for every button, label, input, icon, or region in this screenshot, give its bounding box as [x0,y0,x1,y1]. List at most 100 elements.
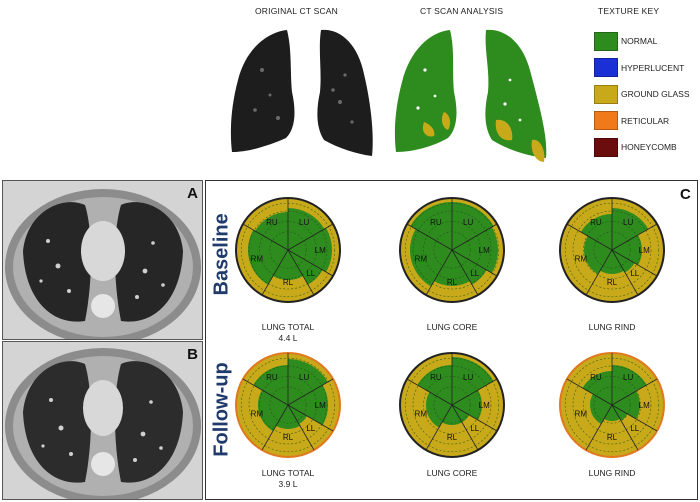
segment-divider [261,404,289,451]
caption-baseline-rind: LUNG RIND [557,322,667,333]
caption-followup-core-label: LUNG CORE [426,468,478,478]
results-panel [205,180,698,500]
segment-divider [261,249,289,296]
legend-item-ground-glass: GROUND GLASS [594,81,698,108]
segment-normal-ru [255,212,288,250]
segment-label-ru: RU [430,218,442,227]
original-ct-title: ORIGINAL CT SCAN [255,6,339,16]
ct-analysis-title: CT SCAN ANALYSIS [420,6,504,16]
legend-swatch-normal [594,31,618,51]
legend-swatch-honeycomb [594,137,618,157]
segment-label-lu: LU [299,373,309,382]
segment-label-ll: LL [306,424,315,433]
segment-normal-rl [604,405,620,422]
legend-label-ground-glass: GROUND GLASS [621,89,690,100]
diagram-followup-total: RU LU LM LL RL RM [235,352,341,458]
segment-label-ll: LL [630,424,639,433]
segment-label-lm: LM [315,246,326,255]
diagram-ring [423,376,481,434]
legend-label-hyperlucent: HYPERLUCENT [621,62,685,73]
caption-followup-core: LUNG CORE [397,468,507,479]
segment-normal-rm [410,229,452,287]
caption-baseline-total-label: LUNG TOTAL [261,322,315,332]
legend-item-normal: NORMAL [594,28,698,55]
segment-label-lu: LU [623,218,633,227]
diagram-followup-core: RU LU LM LL RL RM [399,352,505,458]
diagram-ring [248,365,328,445]
segment-divider [242,378,289,406]
caption-followup-total-label: LUNG TOTAL [261,468,315,478]
legend-swatch-hyperlucent [594,58,618,78]
segment-normal-rm [590,394,612,425]
segment-label-rl: RL [607,278,618,287]
diagram-ring [572,210,652,290]
legend-label-reticular: RETICULAR [621,115,670,126]
segment-normal-lm [612,391,640,419]
segment-label-lm: LM [315,401,326,410]
panel-label-c: C [680,186,691,203]
texture-legend: NORMAL HYPERLUCENT GROUND GLASS RETICULA… [594,28,698,161]
segment-divider [287,223,334,251]
segment-label-ll: LL [470,269,479,278]
legend-item-hyperlucent: HYPERLUCENT [594,55,698,82]
caption-followup-rind-label: LUNG RIND [588,468,636,478]
segment-divider [611,404,639,451]
segment-label-lm: LM [479,401,490,410]
caption-followup-total-volume: 3.9 L [278,479,298,489]
segment-normal-rm [584,236,612,275]
segment-label-lu: LU [463,218,473,227]
segment-normal-rm [257,390,288,431]
segment-divider [611,249,639,296]
segment-normal-ll [288,250,323,285]
segment-normal-lm [452,227,498,273]
diagram-ring [412,210,492,290]
diagram-ring [412,365,492,445]
segment-divider [585,404,613,451]
segment-normal-lm [612,235,643,265]
segment-label-rm: RM [415,254,428,263]
segment-label-rl: RL [447,433,458,442]
diagram-baseline-core: RU LU LM LL RL RM [399,197,505,303]
diagram-ring [259,221,317,279]
caption-baseline-rind-label: LUNG RIND [588,322,636,332]
segment-divider [287,249,334,277]
segment-label-rm: RM [415,409,428,418]
segment-label-ll: LL [306,269,315,278]
ct-panel-baseline: A [2,180,203,340]
segment-label-rm: RM [575,409,588,418]
segment-normal-lu [452,202,494,250]
segment-normal-rl [276,405,300,430]
segment-normal-ru [253,365,288,405]
analysis-lungs [394,29,547,162]
segment-normal-rl [442,405,462,425]
segment-divider [287,404,315,451]
texture-key-title: TEXTURE KEY [598,6,660,16]
segment-divider [287,378,334,406]
diagram-ring [248,210,328,290]
segment-label-rl: RL [447,278,458,287]
segment-normal-lu [612,365,647,405]
segment-label-rm: RM [251,254,264,263]
segment-normal-ru [417,365,452,405]
caption-baseline-core-label: LUNG CORE [426,322,478,332]
panel-label-a: A [187,185,198,202]
segment-normal-ru [580,214,612,250]
segment-label-ll: LL [630,269,639,278]
segment-divider [451,404,479,451]
segment-label-lu: LU [463,373,473,382]
segment-divider [406,378,453,406]
segment-label-rl: RL [283,433,294,442]
segment-normal-ll [612,405,628,421]
diagram-ring [423,221,481,279]
segment-divider [566,378,613,406]
legend-label-honeycomb: HONEYCOMB [621,142,677,153]
segment-divider [451,223,498,251]
segment-normal-lm [288,228,332,272]
ct-image-followup [5,348,201,499]
panel-label-b: B [187,346,198,363]
segment-normal-lu [612,208,649,250]
segment-label-lm: LM [479,246,490,255]
segment-divider [406,223,453,251]
segment-normal-ru [410,202,452,250]
